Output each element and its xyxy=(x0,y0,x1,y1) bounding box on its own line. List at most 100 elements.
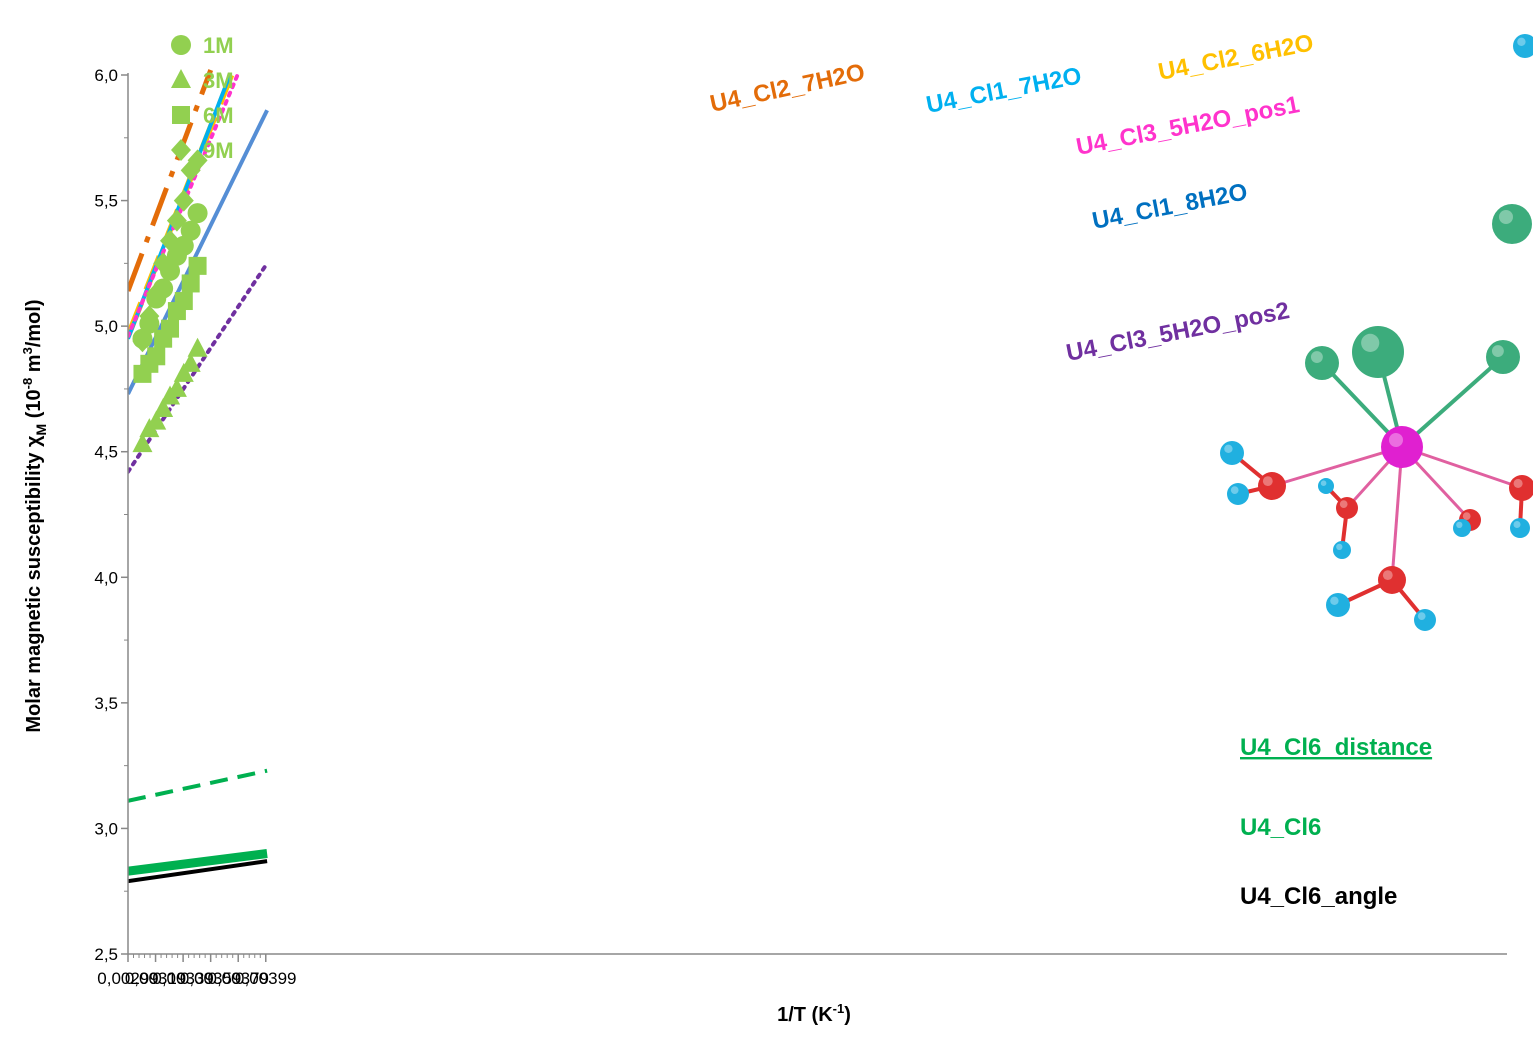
oxygen-atom xyxy=(1258,472,1286,500)
x-tick-label: 0,00359 xyxy=(180,969,241,988)
x-axis-title: 1/T (K-1) xyxy=(777,1001,851,1026)
x-tick-label: 0,00399 xyxy=(235,969,296,988)
series-label-U4_Cl6_distance: U4_Cl6_distance xyxy=(1240,734,1432,761)
chlorine-atom xyxy=(1352,326,1404,378)
point-1M xyxy=(180,220,201,241)
series-label-U4_Cl3_5H2O_pos2: U4_Cl3_5H2O_pos2 xyxy=(1064,297,1292,367)
atom-highlight xyxy=(1339,500,1348,508)
y-tick-label: 5,5 xyxy=(94,192,118,211)
hydrogen-atom xyxy=(1414,609,1436,631)
point-3M xyxy=(132,433,153,453)
atom-highlight xyxy=(1310,351,1323,363)
atom-highlight xyxy=(1230,486,1239,494)
chlorine-atom xyxy=(1486,340,1520,374)
atom-highlight xyxy=(1499,210,1513,224)
atom-highlight xyxy=(1456,521,1463,528)
legend-label-1M: 1M xyxy=(203,33,234,58)
line-U4_Cl3_5H2O_pos1 xyxy=(128,73,240,339)
y-tick-label: 3,0 xyxy=(94,819,118,838)
y-tick-label: 3,5 xyxy=(94,694,118,713)
data-points xyxy=(132,149,208,453)
u-cl-bond xyxy=(1400,355,1505,449)
y-tick-label: 2,5 xyxy=(94,945,118,964)
line-U4_Cl6 xyxy=(128,849,268,876)
series-label-U4_Cl3_5H2O_pos1: U4_Cl3_5H2O_pos1 xyxy=(1074,91,1302,161)
point-6M xyxy=(161,319,180,338)
point-9M xyxy=(139,305,160,328)
series-label-U4_Cl6: U4_Cl6 xyxy=(1240,814,1321,841)
oxygen-atom xyxy=(1336,497,1358,519)
uranium-atom xyxy=(1381,426,1423,468)
point-3M xyxy=(187,337,208,357)
x-tick-label: 0,00379 xyxy=(207,969,268,988)
y-tick-label: 4,0 xyxy=(94,568,118,587)
atom-highlight xyxy=(1417,612,1426,621)
point-9M xyxy=(146,282,167,305)
point-9M xyxy=(173,189,194,212)
legend-marker-3M xyxy=(171,69,191,88)
fit-lines xyxy=(128,69,270,884)
atom-highlight xyxy=(1382,570,1393,580)
line-U4_Cl6_angle xyxy=(128,859,268,884)
hydrogen-atom xyxy=(1453,519,1471,537)
line-U4_Cl2_7H2O xyxy=(128,69,214,292)
legend-label-9M: 9M xyxy=(203,138,234,163)
atom-highlight xyxy=(1320,480,1327,487)
point-3M xyxy=(173,362,194,382)
x-tick-label: 0,00339 xyxy=(152,969,213,988)
y-tick-label: 4,5 xyxy=(94,443,118,462)
series-label-U4_Cl1_8H2O: U4_Cl1_8H2O xyxy=(1090,178,1250,235)
point-6M xyxy=(174,292,193,311)
oxygen-atom xyxy=(1509,475,1533,501)
atom-highlight xyxy=(1462,512,1471,521)
point-6M xyxy=(147,347,166,366)
molecule-structure-image xyxy=(1220,34,1533,631)
u-o-bond xyxy=(1271,445,1403,488)
point-9M xyxy=(132,330,153,353)
chlorine-atom xyxy=(1492,204,1532,244)
u-o-bond xyxy=(1390,446,1404,581)
x-tick-label: 0,00319 xyxy=(125,969,186,988)
point-9M xyxy=(166,209,187,232)
point-3M xyxy=(146,410,167,430)
atom-highlight xyxy=(1224,444,1233,453)
legend-label-6M: 6M xyxy=(203,103,234,128)
line-U4_Cl6_distance xyxy=(128,768,268,803)
point-1M xyxy=(187,203,208,224)
point-9M xyxy=(160,229,181,252)
atom-highlight xyxy=(1517,37,1526,46)
atom-highlight xyxy=(1330,596,1339,605)
hydrogen-atom xyxy=(1510,518,1530,538)
point-3M xyxy=(180,352,201,372)
chlorine-atom xyxy=(1305,346,1339,380)
legend-label-3M: 3M xyxy=(203,68,234,93)
point-3M xyxy=(153,398,174,418)
atom-highlight xyxy=(1336,543,1343,550)
hydrogen-atom xyxy=(1220,441,1244,465)
atom-highlight xyxy=(1513,478,1523,489)
axes: 2,53,03,54,04,55,05,56,00,002990,003190,… xyxy=(94,66,1507,988)
hydrogen-atom xyxy=(1227,483,1249,505)
point-9M xyxy=(153,252,174,275)
y-tick-label: 6,0 xyxy=(94,66,118,85)
point-3M xyxy=(166,377,187,397)
u-o-bond xyxy=(1401,445,1523,490)
legend-marker-6M xyxy=(172,106,190,124)
atom-highlight xyxy=(1262,476,1273,486)
series-label-U4_Cl1_7H2O: U4_Cl1_7H2O xyxy=(924,62,1084,119)
atom-highlight xyxy=(1513,521,1521,528)
point-6M xyxy=(181,274,200,293)
point-9M xyxy=(187,149,208,172)
x-tick-label: 0,00299 xyxy=(97,969,158,988)
oxygen-atom xyxy=(1378,566,1406,594)
hydrogen-atom xyxy=(1318,478,1334,494)
hydrogen-atom xyxy=(1513,34,1533,58)
y-axis-title: Molar magnetic susceptibility χM (10-8 m… xyxy=(20,299,49,732)
hydrogen-atom xyxy=(1326,593,1350,617)
legend-marker-9M xyxy=(171,139,191,161)
hydrogen-atom xyxy=(1333,541,1351,559)
series-label-U4_Cl6_angle: U4_Cl6_angle xyxy=(1240,883,1397,910)
line-U4_Cl1_8H2O xyxy=(128,109,269,395)
legend: 1M 3M 6M 9M xyxy=(171,33,234,163)
